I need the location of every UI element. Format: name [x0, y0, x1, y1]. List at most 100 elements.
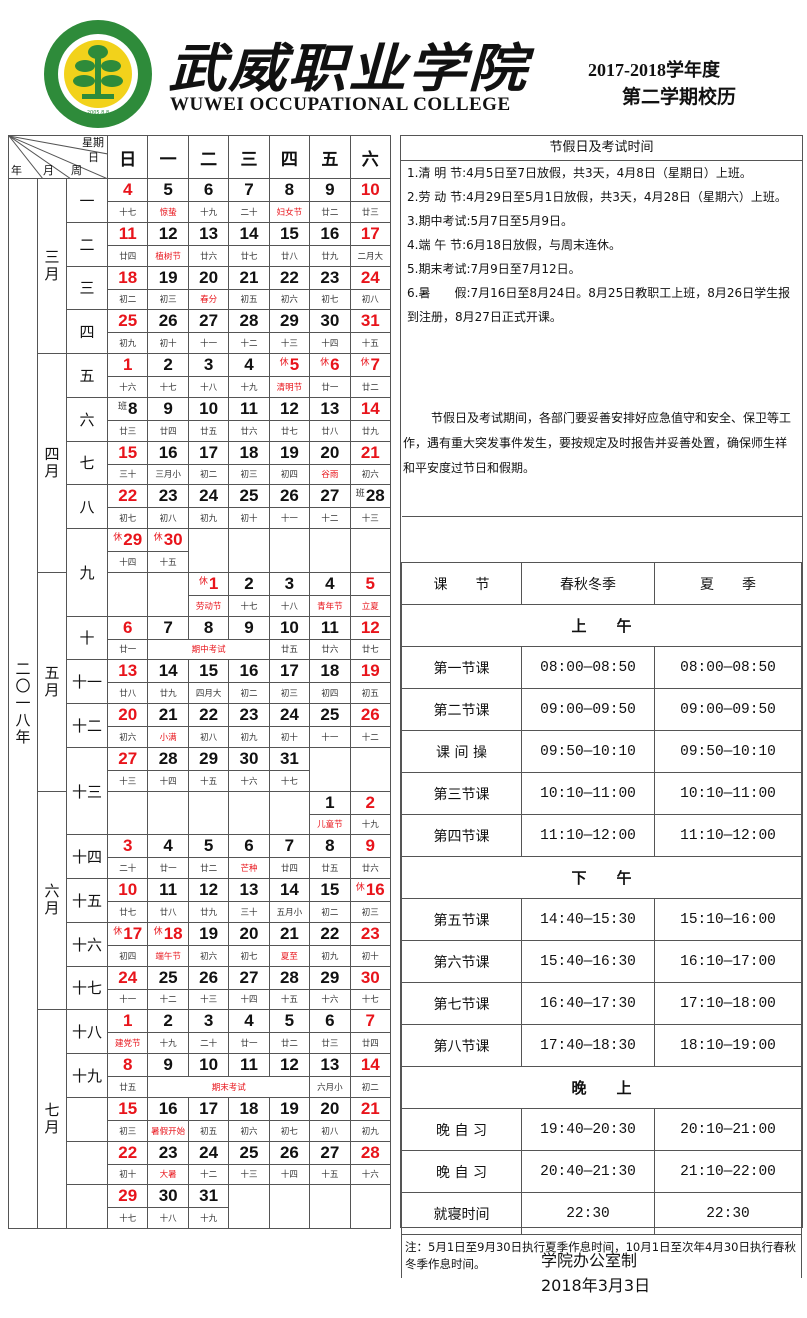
lunar-date: 初七 [268, 1119, 311, 1142]
lunar-date: 十六 [228, 769, 270, 792]
day-number: 2 [163, 355, 173, 374]
lunar-date: 廿七 [268, 419, 311, 442]
day-number: 13 [199, 223, 219, 243]
lunar-date: 廿三 [107, 419, 149, 442]
day-cell: 3 [268, 571, 311, 596]
day-number: 13 [118, 661, 138, 681]
month-label: 三月 [42, 249, 61, 283]
day-cell: 7 [147, 615, 189, 640]
lunar-date: 廿五 [268, 638, 311, 661]
diagonal-lines [9, 136, 107, 178]
day-number: 30 [320, 311, 340, 331]
week-number: 八 [65, 484, 109, 529]
lunar-date: 廿二 [349, 376, 392, 398]
week-number: 九 [65, 528, 109, 617]
day-number: 1 [122, 1011, 133, 1031]
day-number: 14 [279, 880, 299, 899]
day-number: 17 [360, 223, 380, 243]
section-title: 上 午 [401, 604, 802, 647]
lunar-date: 十三 [107, 769, 149, 792]
lunar-date: 廿一 [107, 638, 149, 661]
schedule-row: 第七节课 16:40—17:30 17:10—18:00 [401, 982, 802, 1025]
day-number: 30 [163, 530, 183, 549]
lunar-date: 廿一 [228, 1032, 270, 1054]
lunar-date: 初七 [107, 507, 149, 529]
day-cell: 14 [349, 1053, 392, 1077]
day-cell: 24 [349, 265, 392, 290]
month-cell: 五月 [37, 571, 67, 792]
day-cell: 13 [107, 659, 149, 684]
lunar-date: 十七 [349, 988, 392, 1011]
time-summer: 17:10—18:00 [654, 982, 802, 1025]
day-number: 27 [118, 748, 138, 768]
day-number: 14 [239, 223, 259, 243]
day-cell: 休6 [309, 353, 351, 377]
day-cell: 23 [228, 703, 270, 727]
day-number: 14 [158, 661, 178, 681]
lunar-date: 十九 [349, 813, 392, 836]
lunar-date: 十七 [107, 201, 149, 223]
holiday-mark: 休 [360, 357, 370, 367]
day-cell: 10 [349, 178, 392, 202]
day-number: 24 [199, 486, 219, 506]
day-cell: 31 [268, 746, 311, 771]
lunar-date: 十一 [107, 988, 149, 1011]
lunar-date: 初二 [309, 901, 351, 923]
day-number: 5 [365, 573, 375, 593]
lunar-date: 廿九 [187, 901, 230, 923]
day-number: 23 [320, 267, 340, 287]
lunar-date: 廿七 [107, 901, 149, 923]
lunar-date: 廿五 [309, 857, 351, 879]
holiday-mark: 休 [153, 925, 163, 936]
day-cell: 26 [268, 1140, 311, 1165]
day-cell: 30 [228, 746, 270, 771]
day-number: 13 [320, 1055, 340, 1074]
schedule-row: 第四节课 11:10—12:00 11:10—12:00 [401, 814, 802, 857]
lunar-date: 十三 [228, 1163, 270, 1186]
lunar-date: 十五 [187, 769, 230, 792]
lunar-date: 廿三 [349, 201, 392, 223]
day-cell: 31 [349, 309, 392, 334]
lunar-date: 初十 [107, 1163, 149, 1186]
day-cell: 3 [187, 1009, 230, 1034]
calendar-table: 星期 日 年 月 周 日 一 二 三 四 五 六 二〇一八年 三月一 4 5 6 7 8 9 1… [7, 135, 392, 1229]
day-cell: 休30 [147, 528, 189, 552]
schedule-header: 春秋冬季 [521, 562, 655, 605]
time-summer: 10:10—11:00 [654, 772, 802, 815]
day-number: 2 [365, 792, 375, 812]
time-summer: 16:10—17:00 [654, 940, 802, 983]
day-cell: 28 [349, 1140, 392, 1165]
day-number: 30 [360, 967, 380, 987]
day-cell: 10 [268, 615, 311, 640]
lunar-date: 期中考试 [147, 638, 270, 661]
day-number: 30 [158, 1186, 178, 1206]
time-spring-autumn-winter: 15:40—16:30 [521, 940, 655, 983]
day-number: 20 [199, 267, 219, 287]
day-number: 22 [118, 486, 138, 506]
holiday-mark: 休 [355, 882, 365, 892]
day-cell: 17 [349, 221, 392, 246]
day-number: 10 [199, 398, 219, 418]
lunar-date: 初九 [349, 1119, 392, 1142]
day-number: 8 [128, 398, 138, 418]
empty-day-cell [187, 528, 230, 573]
day-number: 11 [118, 223, 137, 243]
holiday-mark: 休 [113, 532, 123, 542]
day-cell: 28 [228, 309, 270, 334]
schedule-row: 第八节课 17:40—18:30 18:10—19:00 [401, 1024, 802, 1067]
month-label: 五月 [42, 664, 61, 699]
week-number [65, 1140, 109, 1186]
day-number: 11 [320, 617, 339, 637]
day-cell: 12 [268, 396, 311, 421]
lunar-date: 十三 [349, 507, 392, 529]
lunar-date: 五月小 [268, 901, 311, 923]
week-number: 四 [65, 309, 109, 354]
day-cell: 休1 [187, 571, 230, 596]
day-cell: 27 [107, 746, 149, 771]
day-cell: 8 [107, 1053, 149, 1077]
schedule-row: 晚 自 习 20:40—21:30 21:10—22:00 [401, 1150, 802, 1193]
lunar-date: 惊蛰 [147, 201, 189, 223]
week-number: 十 [65, 615, 109, 661]
day-cell: 5 [268, 1009, 311, 1034]
lunar-date: 廿四 [268, 857, 311, 879]
